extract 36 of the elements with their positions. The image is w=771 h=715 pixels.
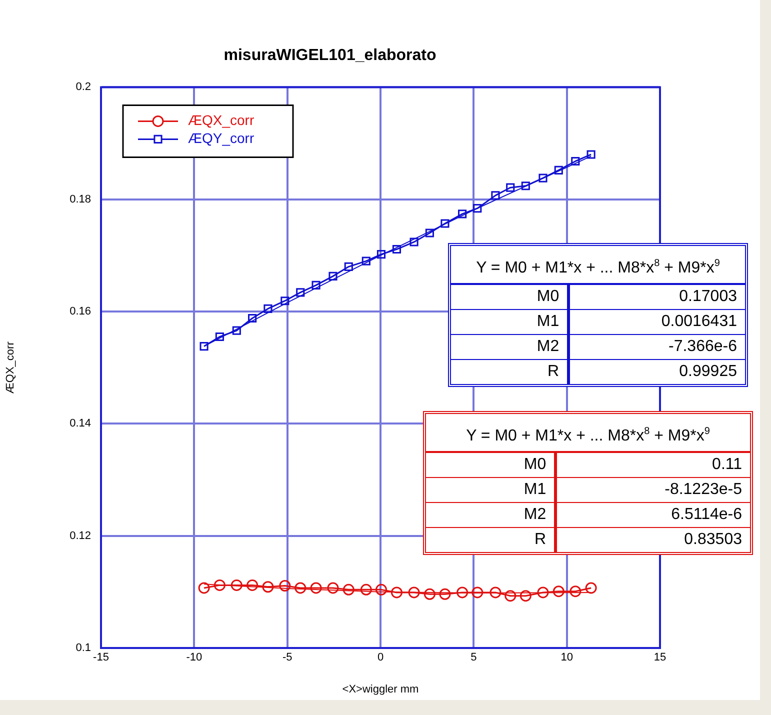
y-tick-label: 0.12	[70, 530, 91, 542]
annotation: R	[426, 528, 556, 552]
x-tick-label: 10	[560, 652, 573, 664]
x-tick-label: 0	[377, 652, 384, 664]
legend-label: ÆQY_corr	[188, 130, 254, 146]
y-axis-title: ÆQX_corr	[4, 341, 17, 394]
y-tick-label: 0.16	[70, 306, 91, 318]
x-tick-label: -15	[93, 652, 109, 664]
annotation: R	[451, 360, 569, 384]
text: 0.83503	[684, 531, 742, 548]
text: 6.5114e-6	[671, 506, 742, 524]
text: -7.366e-6	[668, 338, 737, 356]
annotation: M0	[426, 452, 556, 478]
y-tick-label: 0.14	[70, 418, 91, 430]
x-tick-label: 5	[470, 652, 477, 664]
text: 0.0016431	[661, 313, 737, 330]
x-tick-label: 15	[654, 652, 666, 664]
annotation: M0	[451, 284, 569, 310]
x-tick-label: -5	[282, 652, 292, 664]
annotation: M1	[451, 310, 569, 335]
x-tick-label: -10	[186, 652, 202, 664]
annotation: Y = M0 + M1*x + ... M8*x$^{8}$ + M9*x$^{9}$	[426, 414, 750, 452]
annotation: M1	[426, 478, 556, 503]
y-tick-label: 0.2	[76, 81, 91, 94]
legend-label: ÆQX_corr	[188, 112, 254, 128]
text: -8.1223e-5	[664, 481, 742, 498]
y-tick-label: 0.1	[76, 642, 91, 654]
text: 0.17003	[679, 288, 737, 306]
annotation: M2	[451, 334, 569, 360]
x-axis-title: <X>wiggler mm	[342, 683, 419, 696]
text: 0.99925	[679, 363, 737, 380]
annotation: M2	[426, 502, 556, 528]
chart-title: misuraWIGEL101_elaborato	[224, 47, 436, 64]
annotation: Y = M0 + M1*x + ... M8*x$^{8}$ + M9*x$^{9}$	[451, 246, 745, 284]
y-tick-label: 0.18	[70, 193, 91, 206]
text: 0.11	[712, 456, 742, 474]
